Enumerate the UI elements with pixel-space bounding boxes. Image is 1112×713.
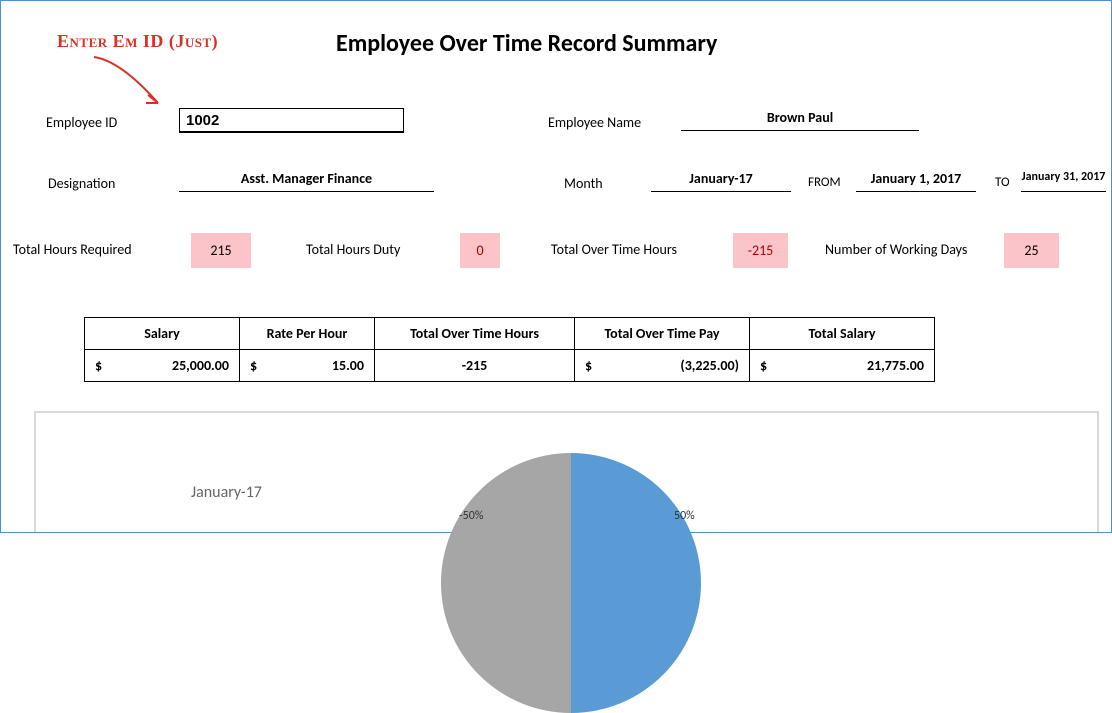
currency-symbol: $ — [585, 357, 592, 374]
page-title: Employee Over Time Record Summary — [336, 29, 717, 58]
employee-id-input[interactable] — [179, 108, 404, 133]
chart-region: January-17 -50% 50% — [34, 411, 1099, 532]
salary-table: Salary Rate Per Hour Total Over Time Hou… — [84, 317, 935, 382]
th-rate: Rate Per Hour — [240, 318, 375, 350]
label-total-hours-required: Total Hours Required — [13, 241, 132, 258]
table-header-row: Salary Rate Per Hour Total Over Time Hou… — [85, 318, 935, 350]
cell-rate-value: 15.00 — [332, 357, 364, 374]
cell-othours: -215 — [375, 350, 575, 382]
to-value: January 31, 2017 — [1021, 170, 1106, 192]
month-value: January-17 — [651, 170, 791, 192]
total-hours-duty-value: 0 — [460, 233, 500, 268]
label-total-hours-duty: Total Hours Duty — [306, 241, 400, 258]
from-value: January 1, 2017 — [856, 170, 976, 192]
label-employee-id: Employee ID — [46, 114, 117, 131]
label-designation: Designation — [48, 175, 115, 192]
th-otpay: Total Over Time Pay — [575, 318, 750, 350]
label-total-overtime-hours: Total Over Time Hours — [551, 241, 677, 258]
th-salary: Salary — [85, 318, 240, 350]
pie-label-left: -50% — [459, 509, 483, 523]
document-canvas: Enter Em ID (Just) Employee Over Time Re… — [1, 1, 1111, 532]
cell-total-value: 21,775.00 — [867, 357, 924, 374]
label-employee-name: Employee Name — [548, 114, 641, 131]
cell-salary: $ 25,000.00 — [85, 350, 240, 382]
designation-value: Asst. Manager Finance — [179, 170, 434, 192]
working-days-value: 25 — [1004, 233, 1059, 268]
annotation-text: Enter Em ID (Just) — [57, 31, 218, 52]
label-working-days: Number of Working Days — [825, 241, 967, 258]
currency-symbol: $ — [95, 357, 102, 374]
label-from: FROM — [808, 175, 841, 190]
chart-title: January-17 — [191, 483, 262, 502]
employee-name-value: Brown Paul — [681, 109, 919, 131]
annotation-arrow-icon — [86, 53, 176, 113]
cell-total: $ 21,775.00 — [750, 350, 935, 382]
total-hours-required-value: 215 — [191, 233, 251, 268]
pie-slice-left — [441, 453, 571, 713]
cell-otpay-value: (3,225.00) — [680, 357, 739, 374]
currency-symbol: $ — [760, 357, 767, 374]
pie-chart — [441, 453, 701, 713]
th-total: Total Salary — [750, 318, 935, 350]
cell-otpay: $ (3,225.00) — [575, 350, 750, 382]
pie-slice-right — [571, 453, 701, 713]
currency-symbol: $ — [250, 357, 257, 374]
total-overtime-hours-value: -215 — [733, 233, 788, 268]
cell-salary-value: 25,000.00 — [172, 357, 229, 374]
pie-label-right: 50% — [674, 509, 695, 523]
table-row: $ 25,000.00 $ 15.00 -215 $ (3,225.00) $ … — [85, 350, 935, 382]
th-othours: Total Over Time Hours — [375, 318, 575, 350]
label-to: TO — [995, 175, 1010, 190]
cell-rate: $ 15.00 — [240, 350, 375, 382]
label-month: Month — [564, 175, 603, 192]
